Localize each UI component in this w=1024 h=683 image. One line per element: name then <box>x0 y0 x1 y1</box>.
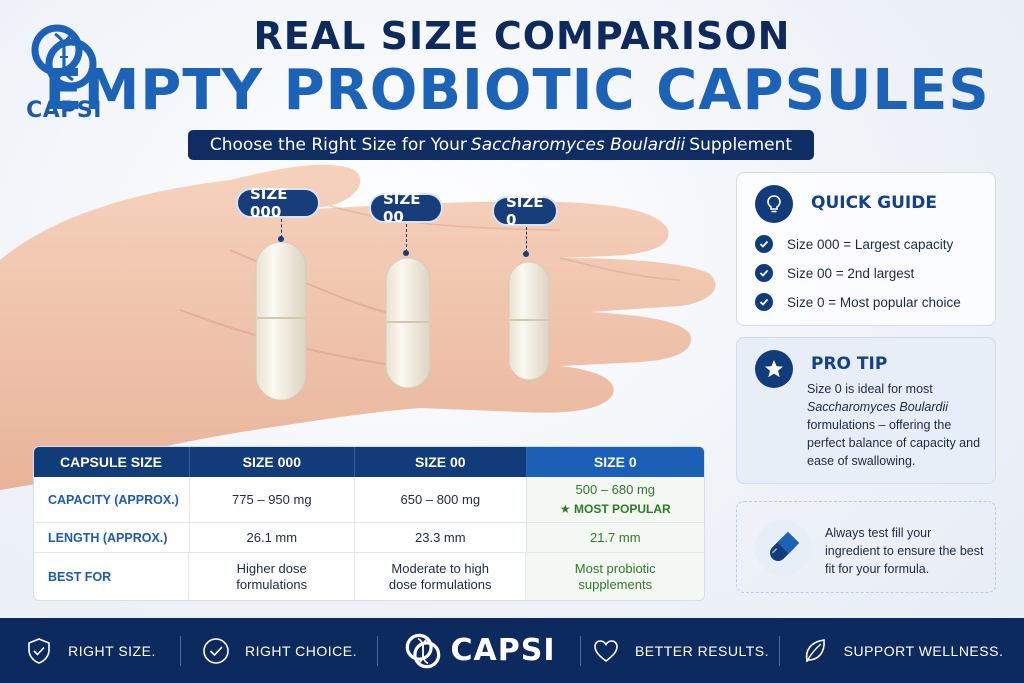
subtitle-italic: Saccharomyces Boulardii <box>470 135 686 155</box>
guide-item-text: Size 000 = Largest capacity <box>787 236 954 252</box>
check-icon <box>755 235 773 253</box>
brand-name: CAPSI <box>26 98 102 123</box>
pro-tip-title: PRO TIP <box>811 354 888 374</box>
pin-line <box>526 227 527 253</box>
lightbulb-icon <box>755 185 793 223</box>
table-cell-highlight: 21.7 mm <box>526 523 704 552</box>
subtitle-before: Choose the Right Size for Your <box>209 135 467 155</box>
header-cell: SIZE 0 <box>526 447 704 477</box>
divider <box>180 635 181 666</box>
badge-label: MOST POPULAR <box>573 502 671 516</box>
footer-item: RIGHT CHOICE. <box>181 618 377 683</box>
check-circle-icon <box>203 637 229 664</box>
table-cell: Higher dose formulations <box>189 553 355 600</box>
table-cell: 650 – 800 mg <box>355 477 527 522</box>
footer-label: SUPPORT WELLNESS. <box>843 642 1004 659</box>
footer-label: RIGHT SIZE. <box>68 642 156 659</box>
guide-item: Size 00 = 2nd largest <box>755 264 914 282</box>
check-icon <box>755 264 773 282</box>
capsule-icon <box>755 520 811 576</box>
table-header: CAPSULE SIZE SIZE 000 SIZE 00 SIZE 0 <box>34 447 704 477</box>
star-icon <box>755 350 793 388</box>
subtitle-after: Supplement <box>689 135 793 155</box>
comparison-table: CAPSULE SIZE SIZE 000 SIZE 00 SIZE 0 CAP… <box>33 446 705 601</box>
footer-item: SUPPORT WELLNESS. <box>780 618 1023 683</box>
pin-dot <box>278 236 284 242</box>
table-cell-highlight: Most probiotic supplements <box>526 553 704 600</box>
shield-check-icon <box>28 637 50 664</box>
header-cell: CAPSULE SIZE <box>34 447 190 477</box>
headline-line2: EMPTY PROBIOTIC CAPSULES <box>44 58 990 123</box>
cell-value: 500 – 680 mg <box>575 482 656 497</box>
headline-line1: REAL SIZE COMPARISON <box>253 14 791 58</box>
pro-tip-rest: formulations – offering the perfect bala… <box>807 418 981 468</box>
dna-logo-icon <box>405 633 440 668</box>
footer-label: BETTER RESULTS. <box>634 642 770 659</box>
guide-item-text: Size 00 = 2nd largest <box>787 265 915 281</box>
guide-item: Size 0 = Most popular choice <box>755 293 961 311</box>
row-label: LENGTH (APPROX.) <box>34 523 190 552</box>
pin-dot <box>403 250 409 256</box>
capsule-size-00 <box>385 257 431 389</box>
table-cell-highlight: 500 – 680 mg ★ MOST POPULAR <box>526 477 704 522</box>
header-cell: SIZE 000 <box>190 447 356 477</box>
footer-logo: CAPSI <box>378 618 580 683</box>
pin-line <box>281 219 282 238</box>
dna-logo-icon <box>31 24 97 90</box>
footer-label: RIGHT CHOICE. <box>244 642 358 659</box>
star-icon: ★ <box>559 502 571 516</box>
table-row: CAPACITY (APPROX.) 775 – 950 mg 650 – 80… <box>34 477 704 523</box>
test-fill-note: Always test fill your ingredient to ensu… <box>736 501 996 593</box>
quick-guide-title: QUICK GUIDE <box>811 193 937 213</box>
table-cell: 23.3 mm <box>355 523 527 552</box>
row-label: BEST FOR <box>34 553 190 600</box>
subtitle-banner: Choose the Right Size for Your Saccharom… <box>188 130 814 160</box>
header-cell: SIZE 00 <box>355 447 527 477</box>
hand-illustration <box>0 164 716 490</box>
divider <box>377 635 378 666</box>
table-cell: Moderate to high dose formulations <box>355 553 527 600</box>
guide-item-text: Size 0 = Most popular choice <box>787 294 961 310</box>
footer-item: BETTER RESULTS. <box>581 618 779 683</box>
capsule-size-000 <box>255 241 307 401</box>
table-cell: 26.1 mm <box>190 523 356 552</box>
table-cell: 775 – 950 mg <box>190 477 356 522</box>
table-row: BEST FOR Higher dose formulations Modera… <box>34 553 704 600</box>
quick-guide-panel: QUICK GUIDE Size 000 = Largest capacity … <box>736 172 996 326</box>
leaf-icon <box>805 638 825 663</box>
guide-item: Size 000 = Largest capacity <box>755 235 953 253</box>
capsule-size-0 <box>508 261 550 381</box>
pro-tip-body: Size 0 is ideal for most Saccharomyces B… <box>807 380 987 470</box>
table-row: LENGTH (APPROX.) 26.1 mm 23.3 mm 21.7 mm <box>34 523 704 553</box>
footer-brand-name: CAPSI <box>450 633 556 668</box>
test-fill-text: Always test fill your ingredient to ensu… <box>825 526 984 576</box>
size-label-00: SIZE 00 <box>369 190 443 226</box>
size-label-000: SIZE 000 <box>236 185 320 221</box>
divider <box>779 635 780 666</box>
footer-bar: RIGHT SIZE. RIGHT CHOICE. CAPSI BETTER R… <box>0 618 1024 683</box>
pro-tip-line1: Size 0 is ideal for most <box>807 382 933 396</box>
pro-tip-italic: Saccharomyces Boulardii <box>807 400 949 414</box>
pin-dot <box>523 251 529 257</box>
footer-item: RIGHT SIZE. <box>0 618 180 683</box>
brand-logo: CAPSI <box>18 20 110 130</box>
most-popular-badge: ★ MOST POPULAR <box>560 501 671 517</box>
pro-tip-panel: PRO TIP Size 0 is ideal for most Sacchar… <box>736 337 996 484</box>
pin-line <box>406 224 407 252</box>
size-label-0: SIZE 0 <box>492 193 558 229</box>
heart-icon <box>594 639 618 662</box>
check-icon <box>755 293 773 311</box>
divider <box>580 635 581 666</box>
row-label: CAPACITY (APPROX.) <box>34 477 190 522</box>
